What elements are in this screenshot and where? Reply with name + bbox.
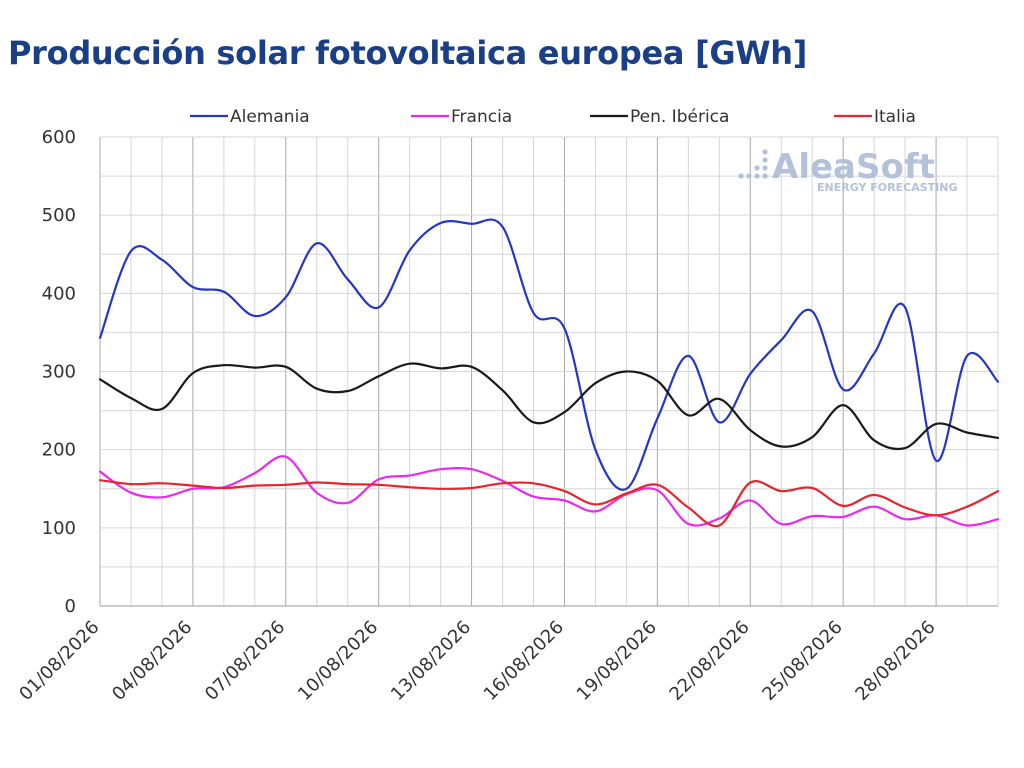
x-axis-ticks: 01/08/2026 04/08/2026 07/08/2026 10/08/2026… (15, 617, 939, 705)
watermark-brand: AleaSoft (772, 147, 935, 187)
chart-grid (99, 136, 999, 607)
x-tick-label: 04/08/2026 (108, 617, 196, 705)
x-tick-label: 28/08/2026 (851, 617, 939, 705)
y-tick-label: 400 (42, 283, 76, 304)
y-tick-label: 100 (42, 518, 76, 539)
legend: Alemania Francia Pen. Ibérica Italia (190, 107, 916, 127)
legend-label: Pen. Ibérica (630, 107, 729, 127)
y-tick-label: 300 (42, 362, 76, 383)
series-line-pen-iberica (98, 362, 1000, 451)
y-tick-label: 500 (42, 205, 76, 226)
x-tick-label: 07/08/2026 (201, 617, 289, 705)
series-lines (98, 218, 1000, 528)
y-tick-label: 200 (42, 440, 76, 461)
y-tick-label: 0 (65, 596, 76, 617)
series-line-italia (98, 479, 1000, 528)
y-tick-label: 600 (42, 127, 76, 148)
aleasoft-watermark: AleaSoft ENERGY FORECASTING (738, 147, 957, 194)
x-tick-label: 10/08/2026 (294, 617, 382, 705)
legend-label: Alemania (230, 107, 310, 127)
x-tick-label: 22/08/2026 (666, 617, 754, 705)
x-tick-label: 25/08/2026 (758, 617, 846, 705)
y-axis-ticks: 0 100 200 300 400 500 600 (42, 127, 76, 617)
series-line-alemania (98, 218, 1000, 491)
x-tick-label: 01/08/2026 (15, 617, 103, 705)
chart-title: Producción solar fotovoltaica europea [G… (8, 34, 808, 72)
watermark-tagline: ENERGY FORECASTING (817, 181, 957, 194)
legend-label: Francia (451, 107, 512, 127)
series-line-francia (98, 455, 1000, 527)
legend-label: Italia (874, 107, 916, 127)
x-tick-label: 13/08/2026 (387, 617, 475, 705)
aleasoft-logo-icon (738, 149, 768, 179)
x-tick-label: 19/08/2026 (573, 617, 661, 705)
x-tick-label: 16/08/2026 (480, 617, 568, 705)
